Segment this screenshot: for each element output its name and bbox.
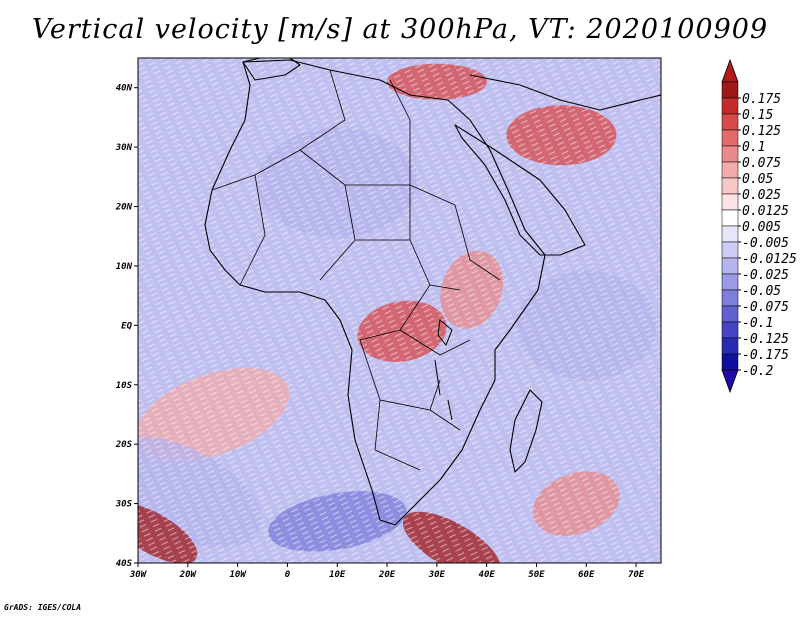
colorbar-swatch	[721, 209, 739, 227]
x-tick-label: 20W	[179, 570, 198, 580]
x-tick-label: 60E	[578, 570, 595, 580]
colorbar-label: -0.025	[742, 268, 789, 283]
middle-east-coast	[469, 74, 661, 111]
equator-lakes	[434, 319, 453, 421]
y-tick-label: 40N	[116, 84, 133, 94]
y-tick-label: 30N	[115, 143, 133, 153]
noise-texture	[138, 58, 661, 563]
x-tick-label: 20E	[378, 570, 396, 580]
country-borders	[211, 69, 501, 471]
arabia-outline	[454, 124, 586, 256]
y-tick-label: 10S	[116, 381, 133, 391]
y-tick-label: 30S	[115, 500, 133, 510]
colorbar-swatch	[721, 97, 739, 115]
colorbar-label: 0.1	[742, 140, 765, 155]
colorbar-swatch	[721, 353, 739, 371]
colorbar-swatch	[721, 81, 739, 99]
colorbar-swatch	[721, 193, 739, 211]
colorbar-swatch	[721, 177, 739, 195]
x-tick-label: 30W	[129, 570, 148, 580]
iberia-outline	[242, 58, 301, 81]
madagascar-outline	[509, 389, 543, 473]
x-tick-label: 0	[285, 570, 291, 580]
x-tick-label: 70E	[628, 570, 645, 580]
colorbar-swatch	[721, 161, 739, 179]
y-tick-label: 40S	[116, 559, 133, 569]
colorbar-bottom-triangle	[721, 369, 739, 394]
colorbar-label: -0.0125	[742, 252, 797, 267]
colorbar-swatch	[721, 305, 739, 323]
colorbar-label: 0.125	[742, 124, 781, 139]
colorbar-swatch	[721, 257, 739, 275]
x-tick-label: 30E	[428, 570, 446, 580]
colorbar-swatch	[721, 113, 739, 131]
colorbar-label: 0.025	[742, 188, 781, 203]
colorbar-label: -0.005	[742, 236, 789, 251]
africa-coastline	[204, 59, 546, 526]
y-tick-label: 20N	[115, 203, 133, 213]
chart-title: Vertical velocity [m/s] at 300hPa, VT: 2…	[31, 14, 769, 45]
colorbar-swatch	[721, 289, 739, 307]
colorbar-swatch	[721, 321, 739, 339]
y-tick-label: 20S	[115, 440, 133, 450]
colorbar-swatch	[721, 241, 739, 259]
x-tick-label: 50E	[528, 570, 545, 580]
colorbar-label: -0.05	[742, 284, 781, 299]
colorbar-swatch	[721, 145, 739, 163]
colorbar-label: -0.075	[742, 300, 789, 315]
plot-frame	[137, 57, 662, 564]
x-tick-label: 40E	[479, 570, 496, 580]
x-tick-label: 10W	[229, 570, 247, 580]
plot-area	[138, 58, 661, 563]
colorbar-label: 0.175	[742, 92, 781, 107]
colorbar-label: 0.0125	[742, 204, 789, 219]
colorbar-label: 0.005	[742, 220, 781, 235]
colorbar-label: 0.075	[742, 156, 781, 171]
colorbar-label: -0.1	[742, 316, 773, 331]
y-tick-label: 10N	[116, 262, 133, 272]
colorbar-swatch	[721, 129, 739, 147]
colorbar-label: -0.2	[742, 364, 773, 379]
colorbar-swatch	[721, 273, 739, 291]
colorbar-label: 0.05	[742, 172, 773, 187]
y-tick-label: EQ	[121, 321, 132, 331]
grads-credit: GrADS: IGES/COLA	[4, 603, 82, 612]
colorbar-label: -0.175	[742, 348, 789, 363]
colorbar-label: -0.125	[742, 332, 789, 347]
colorbar-swatch	[721, 337, 739, 355]
x-tick-label: 10E	[329, 570, 346, 580]
colorbar-label: 0.15	[742, 108, 773, 123]
colorbar-top-triangle	[721, 58, 739, 83]
colorbar-swatch	[721, 225, 739, 243]
